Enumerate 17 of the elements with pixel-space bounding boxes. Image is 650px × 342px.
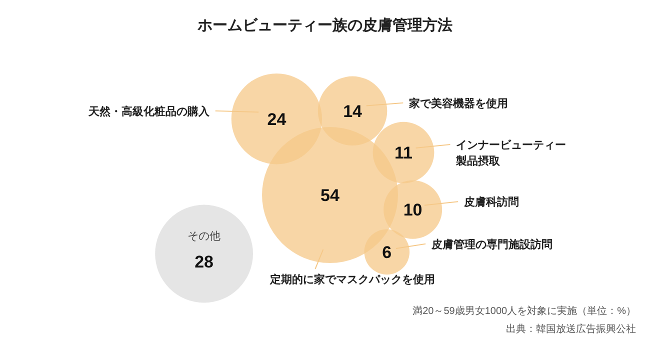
category-label: 家で美容機器を使用 xyxy=(409,98,508,110)
category-label: 皮膚管理の専門施設訪問 xyxy=(432,238,553,251)
data-label: 24 xyxy=(267,110,287,129)
source-note: 出典：韓国放送広告振興公社 xyxy=(506,323,636,335)
text: 満20～59歳男女1000人を対象に実施（単位：%） xyxy=(412,305,636,317)
category-label: その他 xyxy=(188,230,221,243)
data-label: 10 xyxy=(403,200,422,220)
data-label: 28 xyxy=(194,252,214,272)
data-label: 54 xyxy=(320,186,340,205)
data-label: 11 xyxy=(394,144,412,163)
category-label: 定期的に家でマスクパックを使用 xyxy=(270,274,435,286)
category-label: 皮膚科訪問 xyxy=(464,196,520,209)
category-label: 天然・高級化粧品の購入 xyxy=(88,106,210,118)
category-label: インナービューティー製品摂取 xyxy=(456,140,566,168)
data-label: 14 xyxy=(343,102,363,121)
text: ホームビューティー族の皮膚管理方法 xyxy=(196,16,452,34)
data-label: 6 xyxy=(382,242,392,262)
